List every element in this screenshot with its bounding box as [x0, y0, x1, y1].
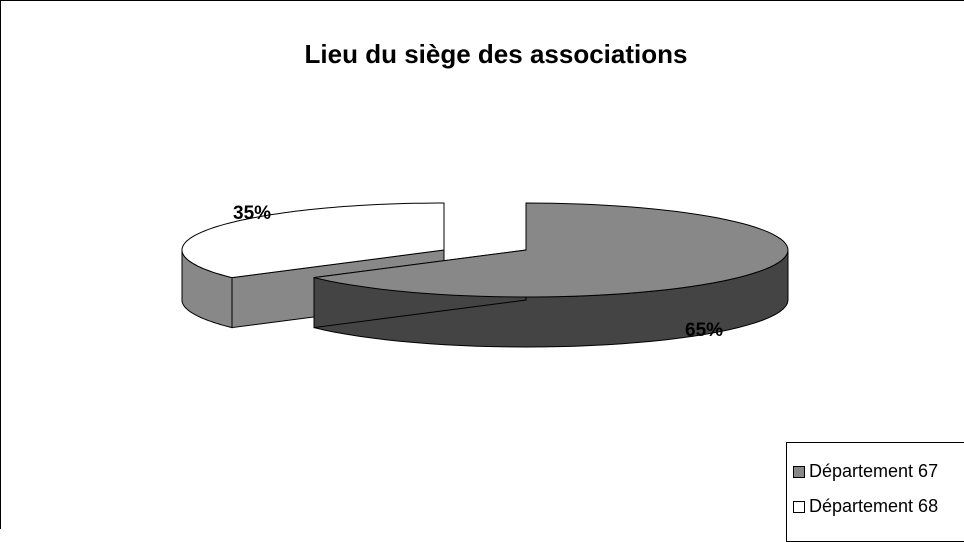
pie-chart: 35% 65% [181, 202, 789, 348]
legend-swatch-dept67 [793, 465, 805, 478]
legend-item-dept67: Département 67 [787, 454, 964, 489]
chart-title: Lieu du siège des associations [304, 39, 688, 69]
pie-slice-dept68 [181, 202, 445, 279]
legend-item-dept68: Département 68 [787, 489, 964, 524]
legend-swatch-dept68 [793, 500, 805, 513]
legend-label-dept68: Département 68 [809, 496, 939, 516]
legend-label-dept67: Département 67 [809, 461, 939, 481]
pie-slice-dept67 [313, 202, 789, 298]
data-label-dept68: 35% [233, 203, 271, 224]
legend: Département 67 Département 68 [786, 442, 964, 542]
data-label-dept67: 65% [685, 320, 723, 341]
